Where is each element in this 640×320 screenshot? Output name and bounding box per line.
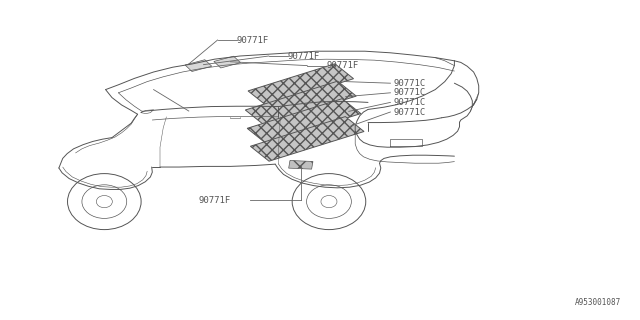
Text: 90771C: 90771C (394, 98, 426, 107)
Text: A953001087: A953001087 (575, 298, 621, 307)
Text: 90771C: 90771C (394, 79, 426, 88)
Text: 90771F: 90771F (326, 61, 358, 70)
Text: 90771F: 90771F (288, 52, 320, 60)
Polygon shape (247, 99, 361, 143)
Text: 90771F: 90771F (237, 36, 269, 44)
Polygon shape (250, 116, 364, 161)
Polygon shape (214, 56, 241, 68)
Polygon shape (289, 160, 313, 169)
Polygon shape (248, 64, 353, 106)
Polygon shape (245, 81, 356, 125)
Text: 90771F: 90771F (198, 196, 230, 204)
Text: 90771C: 90771C (394, 108, 426, 116)
Polygon shape (185, 60, 212, 71)
Text: 90771C: 90771C (394, 88, 426, 97)
